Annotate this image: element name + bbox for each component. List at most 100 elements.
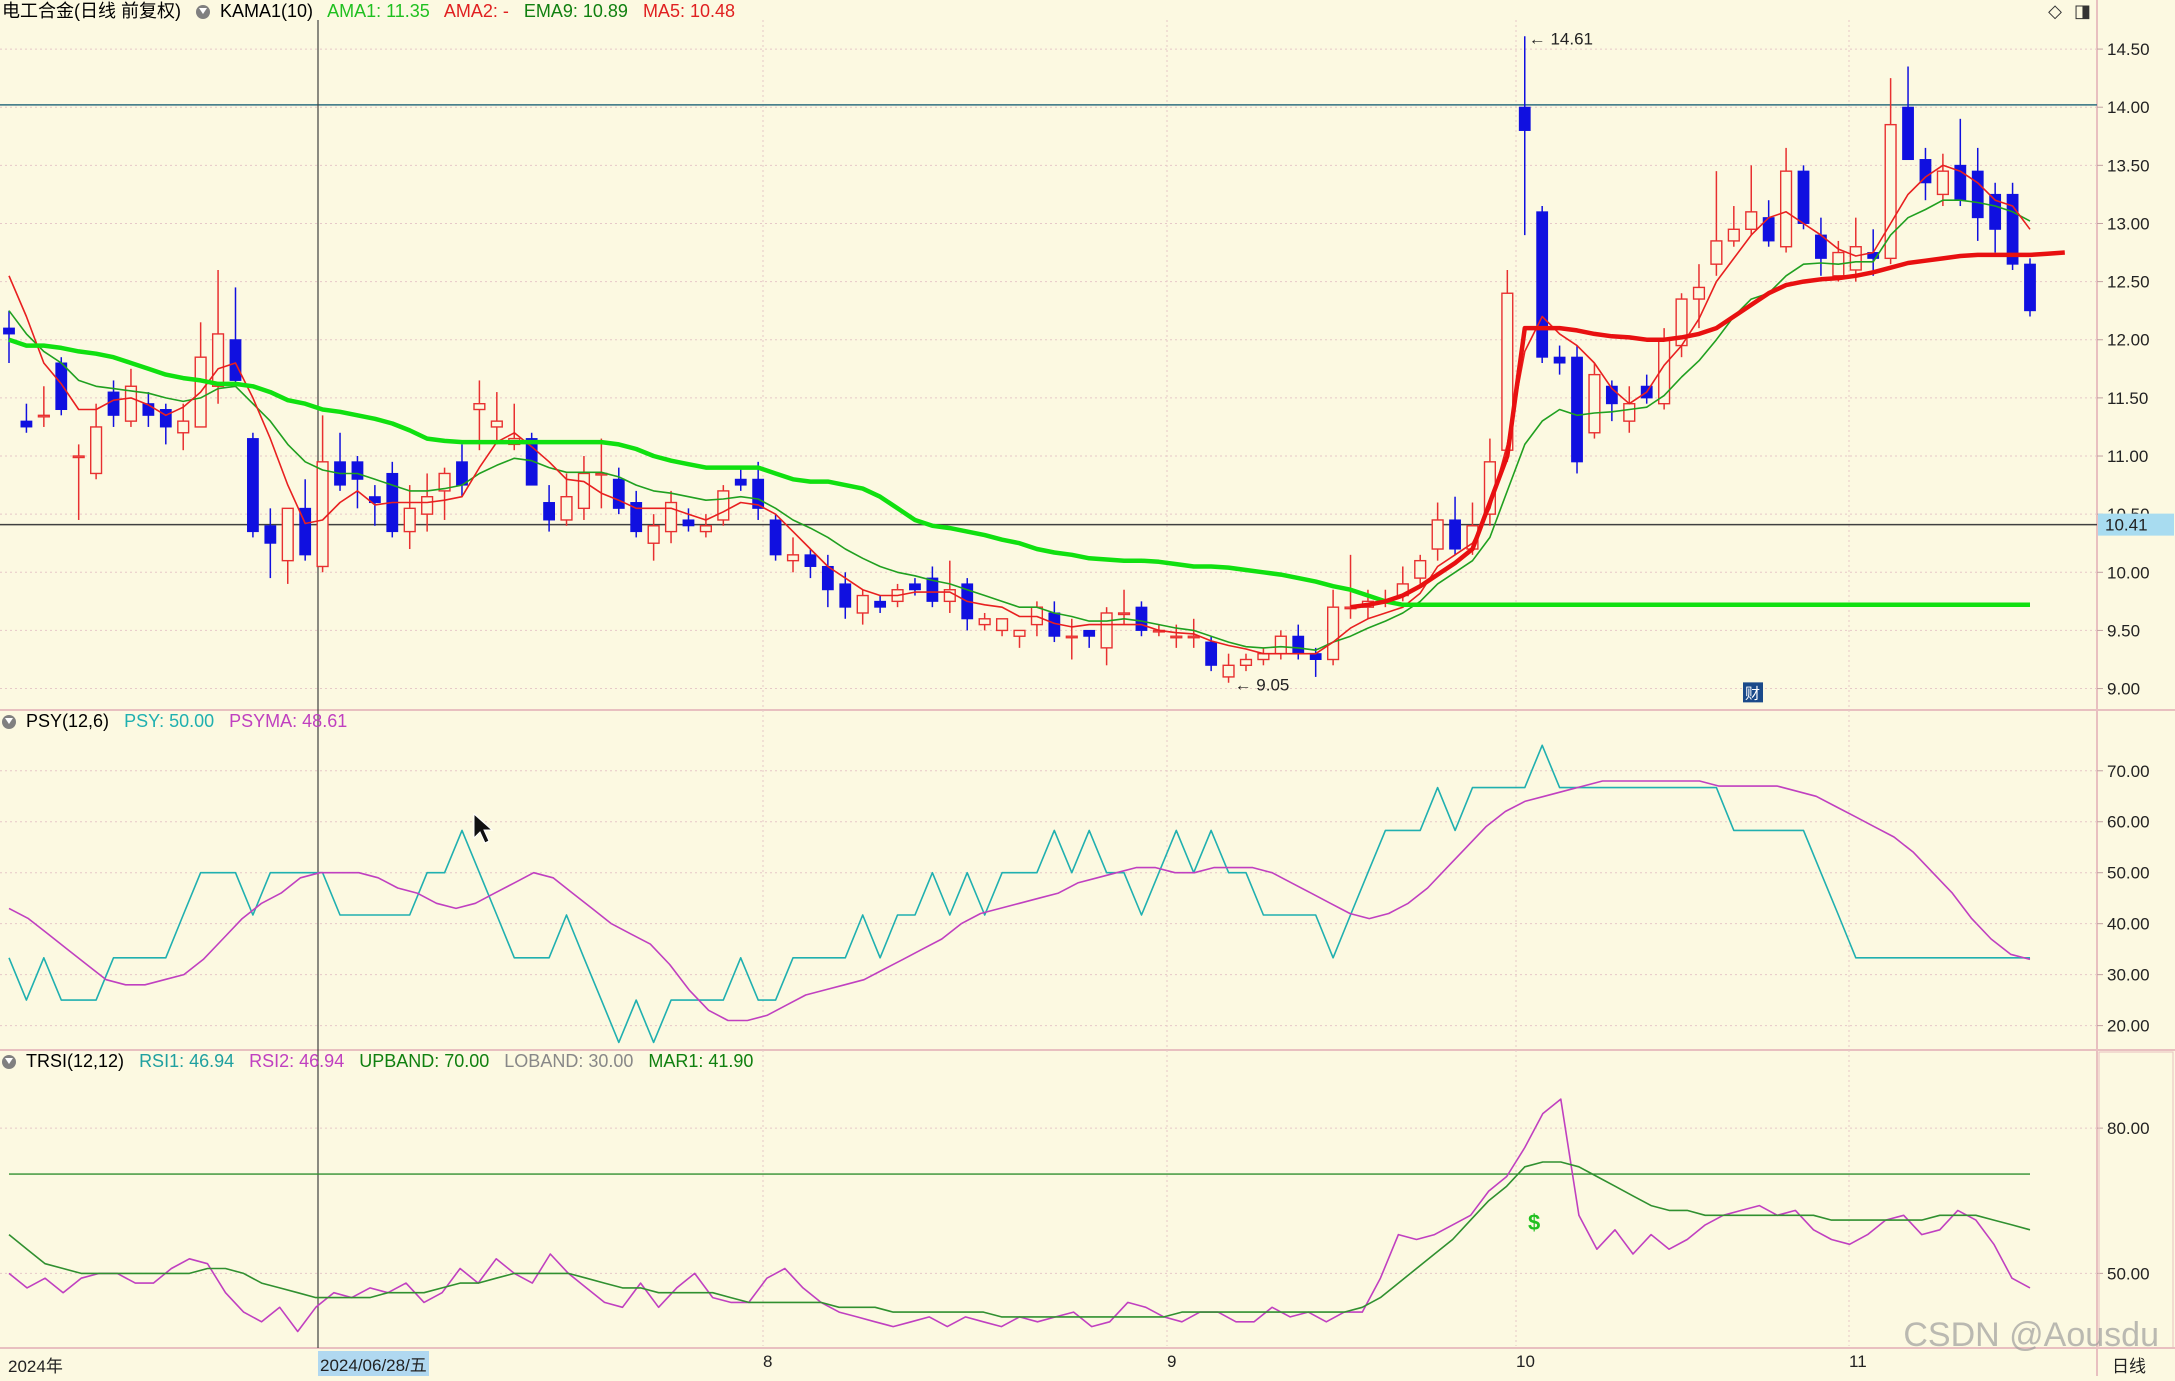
candle-body (1013, 629, 1026, 637)
candle (1762, 200, 1775, 247)
candle (1274, 630, 1287, 660)
candle-body (1100, 612, 1113, 649)
candle-body (543, 502, 555, 521)
candle (699, 514, 712, 538)
trsi-panel-header: TRSI(12,12) RSI1: 46.94 RSI2: 46.94 UPBA… (2, 1050, 763, 1072)
candle-body (664, 501, 678, 533)
candle (1727, 206, 1740, 247)
candle-body (1797, 170, 1810, 224)
psy-panel-header: PSY(12,6) PSY: 50.00 PSYMA: 48.61 (2, 710, 357, 732)
candle-body (804, 554, 817, 567)
candle-body (1536, 211, 1549, 358)
upband-value: UPBAND: 70.00 (359, 1051, 490, 1071)
candle-body (1117, 612, 1131, 616)
y-tick-label: 20.00 (2107, 1017, 2150, 1036)
candle (1100, 607, 1113, 666)
y-tick-label: 50.00 (2107, 864, 2150, 883)
candle-body (1605, 385, 1618, 405)
y-tick-label: 40.00 (2107, 915, 2150, 934)
collapse-arrow-icon[interactable] (196, 5, 211, 19)
candle (1849, 217, 1862, 282)
candle (1797, 165, 1810, 230)
ma5-value: MA5: 10.48 (642, 1, 735, 21)
candle-body (752, 478, 765, 509)
candle (943, 560, 956, 613)
y-tick-label: 12.50 (2107, 273, 2150, 292)
candle (37, 386, 50, 427)
candle (1605, 380, 1618, 422)
candle-body (560, 496, 573, 521)
y-tick-label: 80.00 (2107, 1119, 2150, 1138)
period-label[interactable]: 日线 (2112, 1357, 2146, 1376)
candle (1902, 66, 1914, 161)
loband-value: LOBAND: 30.00 (504, 1051, 634, 1071)
candle-body (490, 420, 503, 428)
candle (194, 322, 207, 428)
y-tick-label: 50.00 (2107, 1264, 2150, 1283)
candle (334, 432, 346, 491)
y-tick-label: 70.00 (2107, 762, 2150, 781)
candle (978, 612, 991, 631)
candle (1710, 171, 1723, 276)
candle (839, 572, 852, 619)
candle-body (1309, 653, 1322, 660)
candle (247, 432, 259, 538)
candle (1919, 147, 1932, 201)
ama2-line (1350, 250, 2065, 610)
candle (1745, 165, 1758, 236)
candle-body (55, 362, 68, 411)
candle (386, 461, 399, 538)
candle-body (1884, 123, 1897, 260)
candle-body (1692, 286, 1706, 300)
candle (734, 467, 747, 491)
candle-body (1065, 635, 1078, 639)
candle-body (734, 478, 747, 486)
date-label-oct: 10 (1516, 1352, 1535, 1371)
candle-body (1327, 606, 1340, 661)
candle-body (1588, 373, 1601, 434)
candle (316, 415, 329, 573)
candle-body (926, 577, 939, 602)
diamond-icon[interactable]: ◇ (2048, 1, 2062, 21)
current-price-box (2098, 513, 2174, 536)
stock-title: 电工合金(日线 前复权) (2, 1, 181, 21)
candle-body (1902, 106, 1914, 161)
candle-body (647, 525, 660, 544)
candle-body (699, 525, 712, 533)
candle (1954, 118, 1967, 207)
candle (3, 310, 15, 363)
candle-body (1083, 629, 1096, 637)
candle (1135, 601, 1148, 637)
collapse-arrow-icon[interactable] (2, 715, 16, 729)
ema9-line (8, 199, 2031, 651)
candle-body (316, 461, 329, 568)
finance-marker-icon (1743, 682, 1763, 703)
candle-body (874, 600, 887, 608)
psy-line (8, 744, 2030, 1044)
candle (2024, 258, 2036, 317)
candle-body (1571, 356, 1583, 463)
candle (1309, 647, 1322, 677)
candle-body (403, 507, 416, 533)
high-price-annotation: ← 14.61 (1529, 29, 1593, 48)
candle-body (978, 618, 991, 626)
candle (1327, 589, 1340, 666)
collapse-arrow-icon[interactable] (2, 1055, 16, 1069)
candle (804, 549, 817, 579)
ma5-line (8, 164, 2031, 655)
panel-toggle-icon[interactable]: ◨ (2073, 1, 2091, 21)
candle-body (37, 414, 50, 418)
candle (1884, 78, 1897, 265)
candle-body (124, 385, 138, 422)
psyma-line (8, 780, 2031, 1022)
candle-body (90, 426, 103, 475)
candle-body (821, 565, 834, 591)
candle (1640, 374, 1653, 404)
candle-body (1745, 211, 1758, 230)
candle-body (2024, 263, 2036, 312)
mar1-value: MAR1: 41.90 (648, 1051, 754, 1071)
candle (1815, 217, 1827, 276)
candle (577, 456, 591, 520)
candle (229, 287, 242, 387)
